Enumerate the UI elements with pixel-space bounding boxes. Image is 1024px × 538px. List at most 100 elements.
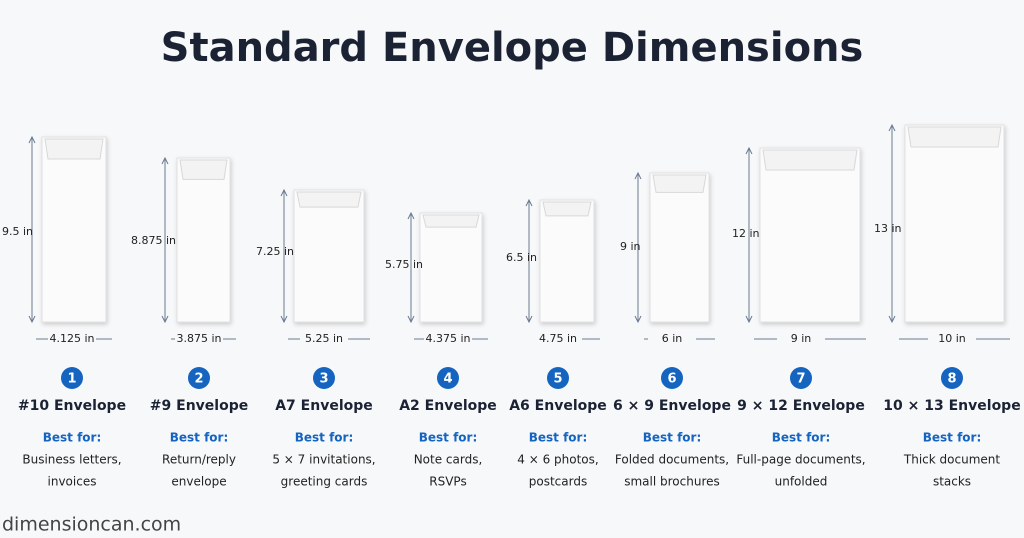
envelope-name: A6 Envelope: [509, 398, 607, 414]
envelope: [419, 212, 483, 323]
envelope: [41, 136, 107, 323]
envelope-name: A2 Envelope: [399, 398, 497, 414]
best-for: Best for:: [43, 431, 102, 445]
arrow-head: [280, 188, 288, 324]
number: 4: [443, 372, 452, 387]
height-label: 5.75 in: [385, 258, 423, 271]
width-label: 9 in: [791, 332, 812, 345]
best-for: Best for:: [419, 431, 478, 445]
envelope: [649, 172, 710, 323]
best-for: Best for:: [170, 431, 229, 445]
envelope-name: 10 × 13 Envelope: [883, 398, 1020, 414]
use-line: invoices: [48, 475, 97, 489]
width-label: 4.75 in: [539, 332, 577, 345]
use-line: unfolded: [775, 475, 828, 489]
height-label: 12 in: [732, 227, 760, 240]
best-for: Best for:: [772, 431, 831, 445]
envelope-flap: [907, 126, 1002, 148]
height-label: 9 in: [620, 240, 641, 253]
use-line: 5 × 7 invitations,: [272, 453, 375, 467]
best-for: Best for:: [295, 431, 354, 445]
number: 2: [194, 372, 203, 387]
number: 6: [667, 372, 676, 387]
envelope: [904, 124, 1005, 323]
height-label: 6.5 in: [506, 251, 537, 264]
number-badge: [941, 367, 963, 389]
number: 3: [319, 372, 328, 387]
number-badge: [661, 367, 683, 389]
number-badge: [437, 367, 459, 389]
number-badge: [547, 367, 569, 389]
number: 8: [947, 372, 956, 387]
envelope-name: #10 Envelope: [18, 398, 126, 414]
envelope-flap: [44, 138, 104, 160]
use-line: greeting cards: [281, 475, 368, 489]
width-label: 6 in: [662, 332, 683, 345]
width-label-bg: [777, 332, 825, 346]
width-label-bg: [648, 332, 696, 346]
arrow-head: [745, 146, 753, 324]
arrow-head: [407, 211, 415, 324]
number-badge: [790, 367, 812, 389]
envelope-name: 9 × 12 Envelope: [737, 398, 865, 414]
envelope-flap: [542, 201, 592, 217]
use-line: Folded documents,: [615, 453, 729, 467]
width-label: 4.375 in: [425, 332, 470, 345]
width-label: 10 in: [938, 332, 966, 345]
use-line: stacks: [933, 475, 971, 489]
arrow-head: [634, 171, 642, 324]
use-line: Return/reply: [162, 453, 236, 467]
watermark: dimensioncan.com: [2, 514, 181, 536]
height-label: 8.875 in: [131, 234, 176, 247]
width-label-bg: [928, 332, 976, 346]
envelope-name: A7 Envelope: [275, 398, 373, 414]
width-label: 5.25 in: [305, 332, 343, 345]
number: 1: [67, 372, 76, 387]
arrow-head: [525, 198, 533, 324]
envelope-flap: [179, 159, 228, 180]
number-badge: [61, 367, 83, 389]
width-label: 4.125 in: [49, 332, 94, 345]
number: 5: [553, 372, 562, 387]
use-line: Thick document: [903, 453, 1000, 467]
height-label: 9.5 in: [2, 225, 33, 238]
use-line: RSVPs: [429, 475, 466, 489]
use-line: Note cards,: [414, 453, 483, 467]
width-label-bg: [175, 332, 223, 346]
envelope: [176, 157, 231, 323]
arrow-head: [888, 123, 896, 324]
envelope: [759, 147, 861, 323]
use-line: small brochures: [624, 475, 720, 489]
width-label-bg: [424, 332, 472, 346]
use-line: 4 × 6 photos,: [517, 453, 598, 467]
envelope-flap: [652, 174, 707, 193]
height-label: 13 in: [874, 222, 902, 235]
number-badge: [313, 367, 335, 389]
envelope: [539, 199, 595, 323]
use-line: Full-page documents,: [736, 453, 865, 467]
envelope: [293, 189, 365, 323]
envelope-flap: [762, 149, 858, 171]
height-label: 7.25 in: [256, 245, 294, 258]
use-line: postcards: [529, 475, 587, 489]
envelope-name: #9 Envelope: [150, 398, 248, 414]
best-for: Best for:: [529, 431, 588, 445]
title: Standard Envelope Dimensions: [161, 25, 864, 71]
width-label: 3.875 in: [176, 332, 221, 345]
best-for: Best for:: [923, 431, 982, 445]
use-line: envelope: [171, 475, 226, 489]
envelope-flap: [422, 214, 480, 228]
width-label-bg: [48, 332, 96, 346]
arrow-head: [161, 156, 169, 324]
use-line: Business letters,: [22, 453, 121, 467]
width-label-bg: [534, 332, 582, 346]
number: 7: [796, 372, 805, 387]
width-label-bg: [300, 332, 348, 346]
envelope-flap: [296, 191, 362, 208]
best-for: Best for:: [643, 431, 702, 445]
arrow-head: [28, 135, 36, 324]
number-badge: [188, 367, 210, 389]
envelope-name: 6 × 9 Envelope: [613, 398, 731, 414]
